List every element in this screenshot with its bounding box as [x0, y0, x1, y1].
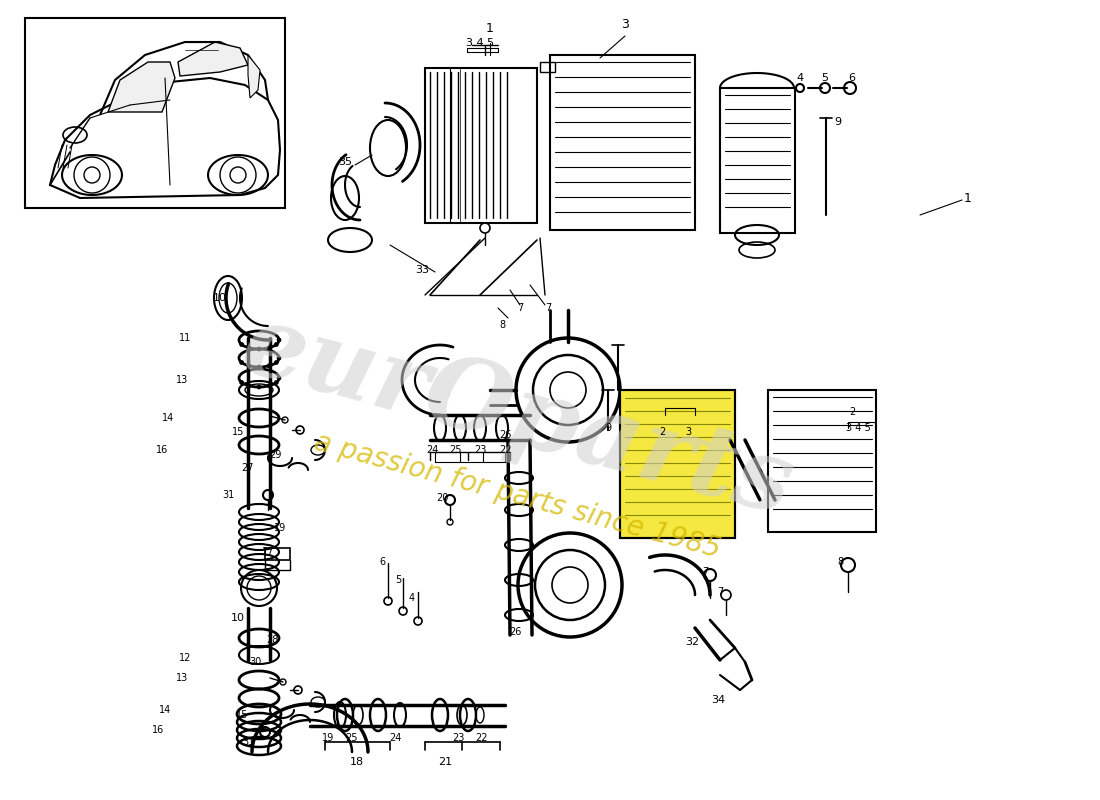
Text: 24: 24 — [426, 445, 438, 455]
Circle shape — [277, 356, 280, 360]
Circle shape — [274, 342, 278, 346]
Text: 19: 19 — [322, 733, 334, 743]
Text: 8: 8 — [837, 557, 843, 567]
Bar — [620, 390, 735, 538]
Circle shape — [277, 338, 280, 342]
Bar — [25, 18, 285, 208]
Text: 25: 25 — [449, 445, 461, 455]
Circle shape — [248, 384, 251, 388]
Text: 14: 14 — [162, 413, 174, 423]
Text: 13: 13 — [176, 375, 188, 385]
Text: 11: 11 — [179, 333, 191, 343]
Text: 15: 15 — [232, 427, 244, 437]
Text: 2: 2 — [849, 407, 855, 417]
Text: 26: 26 — [498, 430, 512, 440]
Text: 6: 6 — [378, 557, 385, 567]
Text: 13: 13 — [176, 673, 188, 683]
Text: 16: 16 — [156, 445, 168, 455]
Text: 33: 33 — [415, 265, 429, 275]
Text: 14: 14 — [158, 705, 172, 715]
Text: 8: 8 — [499, 320, 505, 330]
Bar — [720, 88, 795, 233]
Circle shape — [257, 347, 261, 351]
Text: 15: 15 — [235, 710, 249, 720]
Circle shape — [257, 365, 261, 369]
Bar — [550, 55, 695, 230]
Text: 5: 5 — [822, 73, 828, 83]
Text: 9: 9 — [835, 117, 842, 127]
Text: 26: 26 — [509, 627, 521, 637]
Circle shape — [248, 364, 251, 368]
Text: 3: 3 — [621, 18, 629, 30]
Text: 31: 31 — [242, 737, 254, 747]
Text: 22: 22 — [498, 445, 512, 455]
Bar — [768, 390, 876, 532]
Text: 31: 31 — [222, 490, 234, 500]
Circle shape — [257, 385, 261, 389]
Circle shape — [248, 346, 251, 350]
Text: 27: 27 — [242, 463, 254, 473]
Text: 4: 4 — [409, 593, 415, 603]
Text: 32: 32 — [685, 637, 700, 647]
Text: 18: 18 — [350, 757, 364, 767]
Text: 19: 19 — [274, 523, 286, 533]
Text: 10: 10 — [213, 293, 227, 303]
Text: 7: 7 — [544, 303, 551, 313]
Text: 10: 10 — [231, 613, 245, 623]
Text: 35: 35 — [338, 157, 352, 167]
Text: 7: 7 — [702, 567, 708, 577]
Polygon shape — [108, 62, 175, 112]
Text: 1: 1 — [486, 22, 494, 34]
Circle shape — [267, 364, 271, 368]
Text: 34: 34 — [711, 695, 725, 705]
Text: 1: 1 — [964, 191, 972, 205]
Circle shape — [274, 361, 278, 365]
Text: 7: 7 — [717, 587, 723, 597]
Text: 23: 23 — [474, 445, 486, 455]
Text: 23: 23 — [452, 733, 464, 743]
Bar — [425, 68, 537, 223]
Circle shape — [267, 384, 271, 388]
Text: 20: 20 — [436, 493, 448, 503]
Text: a passion for parts since 1985: a passion for parts since 1985 — [310, 428, 724, 564]
Text: 3 4 5: 3 4 5 — [846, 423, 870, 433]
Text: 3: 3 — [685, 427, 691, 437]
Polygon shape — [50, 78, 280, 198]
Text: 16: 16 — [152, 725, 164, 735]
Text: 9: 9 — [605, 423, 612, 433]
Text: 12: 12 — [179, 653, 191, 663]
Text: eurOparts: eurOparts — [231, 296, 803, 536]
Text: 4: 4 — [796, 73, 804, 83]
Text: 7: 7 — [517, 303, 524, 313]
Text: 3 4 5: 3 4 5 — [466, 38, 494, 48]
Text: 29: 29 — [268, 450, 282, 460]
Text: 6: 6 — [848, 73, 856, 83]
Bar — [540, 62, 556, 72]
Polygon shape — [248, 55, 260, 98]
Polygon shape — [178, 42, 248, 76]
Text: 22: 22 — [475, 733, 488, 743]
Circle shape — [267, 346, 271, 350]
Circle shape — [240, 361, 244, 365]
Bar — [620, 390, 735, 538]
Circle shape — [274, 381, 278, 385]
Text: 2: 2 — [659, 427, 666, 437]
Circle shape — [277, 376, 280, 380]
Bar — [265, 548, 290, 560]
Text: 5: 5 — [395, 575, 402, 585]
Text: 21: 21 — [438, 757, 452, 767]
Text: 17: 17 — [262, 547, 274, 557]
Text: 24: 24 — [388, 733, 401, 743]
Text: 30: 30 — [249, 657, 261, 667]
Text: 28: 28 — [266, 635, 278, 645]
Circle shape — [240, 342, 244, 346]
Circle shape — [240, 381, 244, 385]
Text: 25: 25 — [345, 733, 359, 743]
